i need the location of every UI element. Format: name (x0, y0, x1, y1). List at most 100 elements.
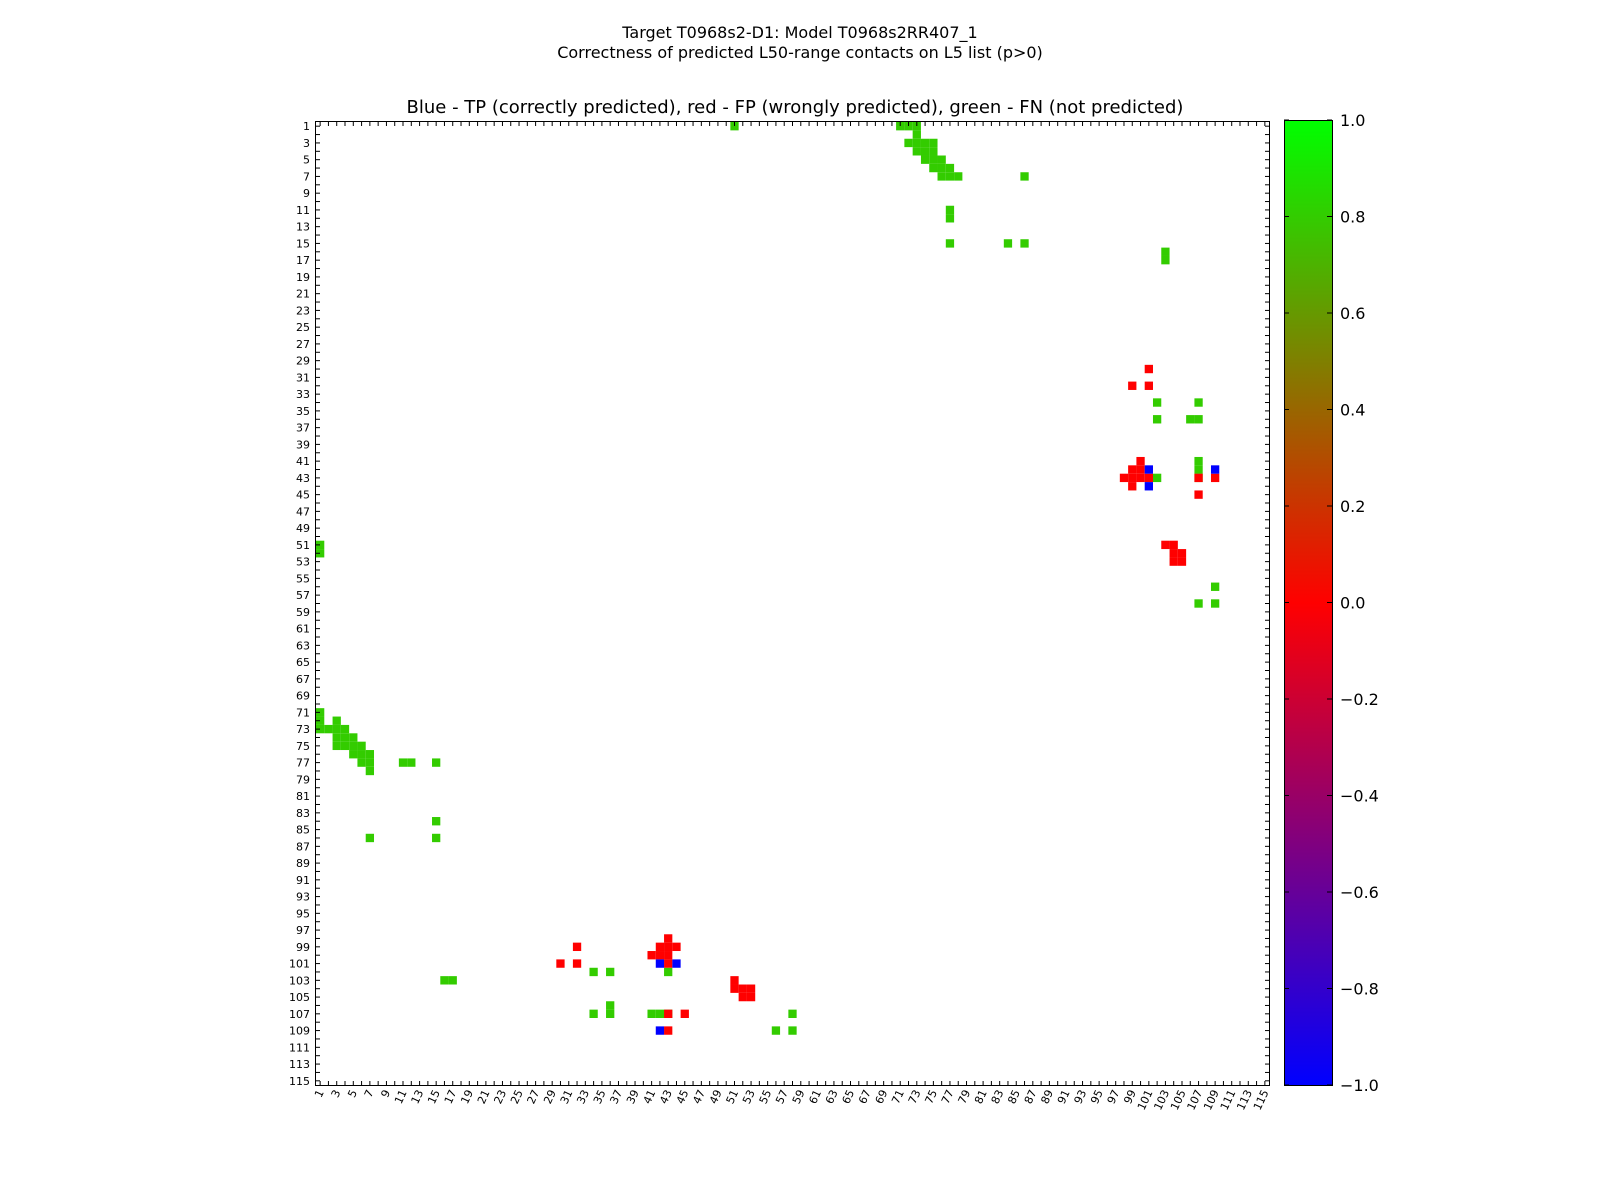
fn-cell (332, 724, 341, 734)
fp-cell (746, 984, 756, 993)
fn-cell (1152, 398, 1162, 407)
fn-cell (1020, 172, 1029, 181)
x-tick-label: 57 (773, 1088, 791, 1106)
fn-cell (929, 147, 938, 156)
colorbar-tick-label: −0.4 (1340, 787, 1379, 806)
fn-cell (332, 741, 341, 751)
y-tick-label: 69 (296, 690, 310, 703)
y-tick-label: 57 (296, 589, 310, 602)
x-tick-label: 61 (806, 1088, 824, 1106)
fp-cell (1144, 381, 1153, 390)
fp-cell (1177, 557, 1187, 566)
fp-cell (664, 1009, 673, 1018)
fn-cell (1194, 398, 1203, 407)
x-tick-label: 7 (362, 1088, 377, 1100)
y-tick-label: 17 (296, 254, 310, 267)
fn-cell (365, 750, 375, 759)
fn-cell (357, 750, 366, 759)
figure-title-line2: Correctness of predicted L50-range conta… (557, 43, 1043, 62)
fn-cell (1194, 456, 1203, 466)
y-tick-label: 109 (289, 1025, 310, 1038)
fn-cell (945, 205, 955, 215)
fp-cell (1136, 465, 1145, 474)
fn-cell (1194, 415, 1203, 424)
y-tick-label: 77 (296, 757, 310, 770)
fn-cell (730, 122, 739, 131)
x-tick-label: 29 (541, 1088, 559, 1106)
fp-cell (680, 1009, 689, 1018)
fn-cell (340, 741, 350, 751)
fn-cell (954, 172, 963, 181)
y-tick-label: 25 (296, 321, 310, 334)
y-tick-label: 55 (296, 572, 310, 585)
fn-cell (340, 733, 350, 742)
fp-cell (572, 942, 582, 952)
fn-cell (788, 1009, 797, 1018)
fp-cell (672, 942, 681, 952)
fn-cell (912, 138, 921, 148)
fn-cell (589, 1009, 598, 1018)
x-axis: 1 3 5 7 911131517192123252729313335373941434… (312, 122, 1272, 1113)
y-tick-label: 115 (289, 1075, 310, 1088)
fn-cell (398, 758, 408, 767)
x-tick-label: 69 (873, 1088, 891, 1106)
fn-cell (945, 172, 955, 181)
fn-cell (912, 130, 921, 139)
x-tick-label: 81 (972, 1088, 990, 1106)
axes-title: Blue - TP (correctly predicted), red - F… (407, 97, 1184, 118)
fp-cell (1194, 490, 1203, 499)
fn-cell (606, 967, 615, 977)
fp-cell (664, 959, 673, 968)
fp-cell (746, 992, 756, 1002)
y-tick-label: 103 (289, 974, 310, 987)
fn-cell (647, 1009, 656, 1018)
x-tick-label: 1 (312, 1088, 327, 1100)
x-tick-label: 67 (856, 1088, 874, 1106)
x-tick-label: 55 (757, 1088, 775, 1106)
y-tick-label: 33 (296, 388, 310, 401)
x-tick-label: 59 (790, 1088, 808, 1106)
x-tick-label: 83 (989, 1088, 1007, 1106)
fn-cell (357, 758, 366, 767)
colorbar-tick-label: 0.4 (1340, 401, 1365, 420)
fn-cell (945, 163, 955, 173)
x-tick-label: 37 (607, 1088, 625, 1106)
tp-cell (655, 1026, 665, 1035)
fn-cell (1152, 473, 1162, 483)
y-tick-label: 23 (296, 304, 310, 317)
fp-cell (664, 942, 673, 952)
x-tick-label: 21 (475, 1088, 493, 1106)
y-tick-label: 21 (296, 288, 310, 301)
x-tick-label: 45 (674, 1088, 692, 1106)
fn-cell (365, 758, 375, 767)
x-tick-label: 35 (591, 1088, 609, 1106)
x-tick-label: 91 (1055, 1088, 1073, 1106)
fn-cell (365, 833, 375, 843)
fp-cell (1169, 540, 1178, 550)
y-tick-label: 65 (296, 656, 310, 669)
fp-cell (655, 951, 665, 960)
fn-cell (937, 172, 946, 181)
fp-cell (1119, 473, 1129, 483)
y-tick-label: 95 (296, 907, 310, 920)
x-tick-label: 97 (1105, 1088, 1123, 1106)
colorbar-tick-label: 0.6 (1340, 304, 1365, 323)
fp-cell (1161, 540, 1170, 550)
y-tick-label: 11 (296, 204, 310, 217)
fn-cell (937, 163, 946, 173)
fn-cell (432, 817, 441, 826)
y-tick-label: 39 (296, 438, 310, 451)
y-tick-label: 45 (296, 489, 310, 502)
x-tick-label: 77 (939, 1088, 957, 1106)
x-tick-label: 49 (707, 1088, 725, 1106)
y-tick-label: 29 (296, 355, 310, 368)
x-tick-label: 109 (1201, 1088, 1222, 1113)
fp-cell (1128, 381, 1137, 390)
tp-cell (672, 959, 681, 968)
fp-cell (730, 976, 739, 985)
x-tick-label: 101 (1135, 1088, 1156, 1113)
x-tick-label: 27 (525, 1088, 543, 1106)
tp-cell (1144, 482, 1153, 491)
fp-cell (1169, 557, 1178, 566)
